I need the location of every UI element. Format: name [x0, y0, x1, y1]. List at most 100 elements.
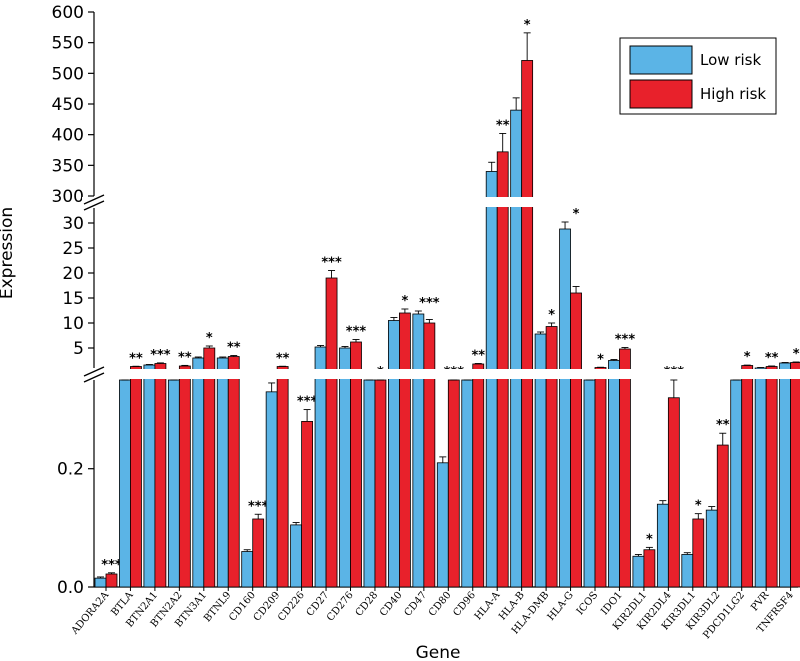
significance-KIR2DL1: * [646, 532, 653, 547]
bar-high-CD209 [276, 366, 289, 588]
bar-low-CD47 [412, 313, 425, 588]
y-tick-label: 400 [52, 126, 84, 146]
bar-high-PVR [765, 366, 778, 588]
significance-CD47: *** [419, 296, 440, 311]
bar-high-CD28 [374, 379, 387, 588]
legend-swatch-high [629, 79, 693, 109]
x-tick-label-CD226: CD226 [276, 590, 307, 624]
y-axis-label: Expression [0, 207, 17, 299]
bar-high-BTN3A1 [203, 347, 216, 588]
bar-low-KIR3DL2 [705, 509, 718, 588]
x-tick-label-CD40: CD40 [378, 590, 405, 619]
y-tick-label: 30 [62, 214, 84, 234]
bar-high-CD27 [325, 277, 338, 588]
x-tick-label-HLA-G: HLA-G [546, 590, 576, 623]
bar-high-CD80 [447, 379, 460, 588]
y-tick-label: 550 [52, 34, 84, 54]
bar-low-CD96 [461, 379, 474, 588]
significance-CD226: *** [297, 395, 318, 410]
axis-break-mark-top-1 [83, 194, 105, 205]
significance-CD27: *** [321, 256, 342, 271]
y-tick-label: 0.0 [57, 578, 84, 598]
y-tick-label: 20 [62, 264, 84, 284]
significance-ICOS: * [597, 352, 604, 367]
significance-BTN2A2: ** [178, 350, 192, 365]
significance-BTN2A1: *** [150, 348, 171, 363]
significance-HLA-DMB: * [548, 308, 555, 323]
bar-high-HLA-DMB [545, 326, 558, 588]
significance-HLA-B: * [524, 18, 531, 33]
bar-low-HLA-B [510, 109, 523, 588]
significance-PVR: ** [765, 351, 779, 366]
bar-low-KIR3DL1 [681, 554, 694, 588]
bar-high-CD226 [301, 420, 314, 588]
axis-break-mark-bottom-1 [83, 200, 105, 211]
y-tick-label: 25 [62, 239, 84, 259]
y-tick-label: 350 [52, 156, 84, 176]
bar-low-BTN3A1 [192, 357, 205, 588]
bar-low-ADORA2A [94, 577, 107, 588]
significance-BTN3A1: * [206, 331, 213, 346]
bar-high-CD160 [252, 518, 265, 588]
significance-TNFRSF4: * [793, 347, 800, 362]
legend: Low risk High risk [619, 37, 777, 115]
bar-low-PDCD1LG2 [730, 379, 743, 588]
y-tick-label: 10 [62, 314, 84, 334]
bar-low-BTNL9 [216, 357, 229, 588]
significance-IDO1: *** [615, 333, 636, 348]
bar-high-BTN2A2 [178, 365, 191, 588]
x-tick-label-PVR: PVR [749, 590, 772, 614]
y-tick-label: 500 [52, 64, 84, 84]
bar-low-KIR2DL4 [656, 503, 669, 588]
significance-BTNL9: ** [227, 341, 241, 356]
bar-low-BTLA [119, 379, 131, 588]
significance-ADORA2A: *** [101, 558, 122, 573]
bar-high-HLA-G [570, 292, 582, 588]
axis-break-mark-bottom-0 [83, 372, 105, 383]
bar-low-BTN2A2 [167, 379, 180, 588]
x-tick-label-CD28: CD28 [354, 590, 381, 619]
significance-CD209: ** [276, 351, 290, 366]
bar-high-KIR2DL1 [643, 549, 656, 588]
y-tick-label: 300 [52, 187, 84, 207]
axis-break-band-1 [82, 197, 800, 207]
bar-high-KIR3DL2 [716, 444, 729, 588]
bar-high-BTNL9 [227, 356, 240, 588]
bar-high-CD96 [472, 363, 485, 588]
significance-HLA-G: * [573, 207, 580, 222]
bar-high-PDCD1LG2 [741, 365, 754, 588]
bar-low-CD226 [290, 524, 303, 588]
significance-CD96: ** [471, 349, 485, 364]
significance-KIR3DL1: * [695, 499, 702, 514]
significance-HLA-A: ** [496, 118, 510, 133]
bar-high-TNFRSF4 [790, 362, 800, 588]
bar-low-PVR [754, 367, 767, 588]
bar-low-CD28 [363, 379, 376, 588]
bar-low-CD80 [436, 462, 449, 588]
bar-low-HLA-G [559, 228, 571, 588]
significance-CD276: *** [346, 325, 367, 340]
legend-label-low: Low risk [700, 51, 761, 69]
bar-low-CD27 [314, 346, 327, 588]
significance-BTLA: ** [129, 351, 143, 366]
bar-low-IDO1 [608, 360, 620, 588]
x-tick-label-CD276: CD276 [325, 590, 356, 624]
y-tick-label: 5 [73, 339, 84, 359]
axis-break-mark-top-0 [83, 366, 105, 377]
bar-high-KIR2DL4 [667, 397, 680, 588]
axis-break-band-0 [82, 369, 800, 379]
bar-low-KIR2DL1 [632, 555, 645, 588]
bar-low-CD276 [339, 347, 351, 588]
bar-high-IDO1 [619, 348, 631, 588]
significance-CD160: *** [248, 499, 269, 514]
y-tick-label: 600 [52, 3, 84, 23]
bar-low-HLA-A [485, 171, 498, 588]
bar-low-BTN2A1 [143, 364, 156, 588]
legend-swatch-low [629, 45, 693, 75]
bar-low-CD160 [241, 551, 254, 588]
bar-high-CD47 [423, 322, 436, 588]
significance-CD40: * [401, 294, 408, 309]
x-tick-label-BTNL9: BTNL9 [202, 590, 233, 624]
y-tick-label: 0.2 [57, 460, 84, 480]
y-tick-label: 15 [62, 289, 84, 309]
